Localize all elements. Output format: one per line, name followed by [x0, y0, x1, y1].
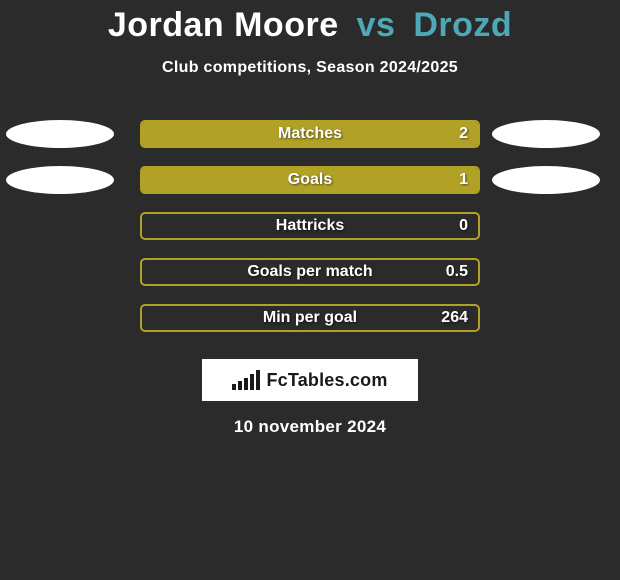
stat-value: 0 [459, 217, 468, 235]
stat-value: 0.5 [446, 263, 468, 281]
vs-text: vs [357, 6, 396, 44]
ellipse-left-icon [6, 166, 114, 194]
ellipse-left-icon [6, 120, 114, 148]
stat-value: 2 [459, 125, 468, 143]
subtitle: Club competitions, Season 2024/2025 [0, 59, 620, 77]
stat-bar: Goals 1 [140, 166, 480, 194]
stat-bar: Goals per match 0.5 [140, 258, 480, 286]
stat-row: Goals 1 [0, 157, 620, 203]
stat-value: 1 [459, 171, 468, 189]
stat-bar: Matches 2 [140, 120, 480, 148]
stat-row: Matches 2 [0, 111, 620, 157]
logo-box: FcTables.com [202, 359, 418, 401]
ellipse-right-icon [492, 120, 600, 148]
date-text: 10 november 2024 [0, 417, 620, 437]
player2-name: Drozd [413, 6, 512, 44]
stat-row: Min per goal 264 [0, 295, 620, 341]
logo-bars-icon [232, 370, 260, 390]
stat-rows: Matches 2 Goals 1 Hattricks 0 Goals per match 0… [0, 111, 620, 341]
stat-label: Matches [278, 125, 342, 143]
stat-bar: Min per goal 264 [140, 304, 480, 332]
title: Jordan Moore vs Drozd [0, 6, 620, 45]
stat-label: Goals [288, 171, 332, 189]
logo-text: FcTables.com [266, 370, 387, 391]
stat-value: 264 [441, 309, 468, 327]
comparison-infographic: Jordan Moore vs Drozd Club competitions,… [0, 0, 620, 437]
stat-row: Hattricks 0 [0, 203, 620, 249]
stat-bar: Hattricks 0 [140, 212, 480, 240]
ellipse-right-icon [492, 166, 600, 194]
stat-row: Goals per match 0.5 [0, 249, 620, 295]
stat-label: Goals per match [247, 263, 372, 281]
player1-name: Jordan Moore [108, 6, 339, 44]
stat-label: Hattricks [276, 217, 344, 235]
stat-label: Min per goal [263, 309, 357, 327]
